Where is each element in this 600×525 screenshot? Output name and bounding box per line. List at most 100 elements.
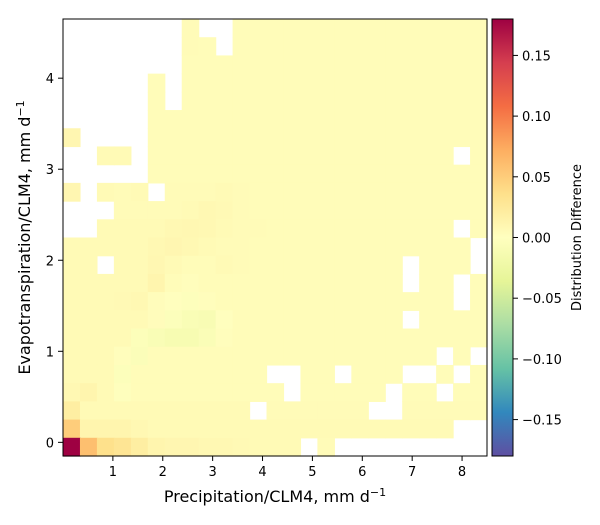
heatmap-cell	[283, 146, 302, 166]
y-axis: 0 1 2 3 4	[46, 72, 63, 451]
heatmap-cell	[453, 237, 471, 257]
heatmap-cell	[249, 273, 268, 293]
heatmap-cell	[300, 73, 318, 93]
heatmap-cell	[266, 273, 285, 293]
heatmap-cell	[334, 383, 352, 402]
heatmap-cell	[198, 164, 217, 184]
heatmap-cell	[96, 310, 115, 330]
heatmap-cell	[419, 55, 437, 75]
heatmap-cell	[317, 201, 335, 220]
heatmap-cell	[419, 146, 437, 166]
heatmap-cell	[96, 383, 115, 402]
heatmap-cell	[96, 364, 115, 384]
heatmap-cell	[436, 401, 454, 421]
heatmap-cell	[385, 419, 403, 439]
heatmap-cell	[402, 419, 420, 439]
heatmap-cell	[317, 164, 335, 184]
heatmap-cell	[215, 55, 234, 75]
heatmap-cell	[368, 128, 386, 148]
heatmap-cell	[198, 237, 217, 257]
x-tick-label: 6	[358, 465, 366, 480]
heatmap-cell	[164, 255, 183, 275]
heatmap-cell	[96, 292, 115, 311]
heatmap-cell	[147, 237, 166, 257]
heatmap-cell	[283, 91, 302, 111]
heatmap-cell	[249, 110, 268, 129]
heatmap-cell	[130, 237, 149, 257]
heatmap-cell	[181, 55, 200, 75]
heatmap-cell	[436, 219, 454, 239]
heatmap-cell	[164, 346, 183, 366]
heatmap-cell	[215, 364, 234, 384]
heatmap-cell	[79, 237, 98, 257]
heatmap-cell	[113, 219, 132, 239]
colorbar-tick-label: −0.10	[522, 353, 562, 368]
heatmap-cell	[96, 401, 115, 421]
heatmap-cell	[453, 255, 471, 275]
heatmap-cell	[300, 219, 318, 239]
heatmap-cell	[79, 401, 98, 421]
heatmap-cell	[266, 19, 285, 38]
heatmap-cell	[232, 201, 251, 220]
heatmap-cell	[113, 328, 132, 348]
heatmap-cell	[232, 255, 251, 275]
heatmap-cell	[470, 292, 488, 311]
colorbar-tick-label: 0.00	[522, 232, 551, 247]
heatmap-cell	[181, 146, 200, 166]
heatmap-cell	[113, 437, 132, 457]
heatmap-cell	[130, 292, 149, 311]
heatmap-cell	[181, 37, 200, 57]
heatmap-cell	[436, 255, 454, 275]
heatmap-cell	[130, 328, 149, 348]
heatmap-cell	[283, 310, 302, 330]
heatmap-cell	[453, 110, 471, 129]
heatmap-cell	[130, 182, 149, 202]
heatmap-cell	[283, 164, 302, 184]
heatmap-cell	[385, 146, 403, 166]
heatmap-cell	[113, 364, 132, 384]
heatmap-cell	[283, 55, 302, 75]
heatmap-cell	[368, 91, 386, 111]
heatmap-cell	[147, 437, 166, 457]
heatmap-cell	[436, 37, 454, 57]
heatmap-cell	[283, 19, 302, 38]
heatmap-cell	[385, 219, 403, 239]
heatmap-cell	[385, 91, 403, 111]
y-tick-label: 0	[46, 436, 54, 451]
heatmap-cell	[334, 110, 352, 129]
heatmap-cell	[351, 73, 369, 93]
heatmap-cell	[317, 55, 335, 75]
y-tick-label: 3	[46, 163, 54, 178]
heatmap-cell	[351, 273, 369, 293]
heatmap-cell	[419, 292, 437, 311]
heatmap-cell	[181, 346, 200, 366]
heatmap-cell	[63, 383, 81, 402]
heatmap-cell	[63, 401, 81, 421]
heatmap-cell	[419, 19, 437, 38]
heatmap-cell	[147, 310, 166, 330]
heatmap-cell	[63, 292, 81, 311]
colorbar-tick-label: 0.10	[522, 110, 551, 125]
heatmap-cell	[351, 146, 369, 166]
heatmap-cell	[334, 55, 352, 75]
heatmap-cell	[266, 182, 285, 202]
heatmap-cell	[266, 55, 285, 75]
heatmap-cell	[419, 37, 437, 57]
heatmap-cell	[215, 383, 234, 402]
heatmap-cell	[198, 310, 217, 330]
heatmap-cell	[419, 128, 437, 148]
heatmap-cell	[283, 237, 302, 257]
heatmap-cell	[351, 383, 369, 402]
heatmap-cell	[198, 37, 217, 57]
heatmap-cell	[317, 437, 335, 457]
heatmap-cell	[249, 128, 268, 148]
heatmap-cell	[436, 110, 454, 129]
heatmap-cell	[334, 164, 352, 184]
heatmap-cell	[470, 19, 488, 38]
heatmap-cell	[181, 110, 200, 129]
heatmap-cell	[334, 219, 352, 239]
heatmap-cell	[334, 37, 352, 57]
heatmap-cell	[470, 164, 488, 184]
heatmap-cell	[368, 364, 386, 384]
heatmap-cell	[215, 255, 234, 275]
